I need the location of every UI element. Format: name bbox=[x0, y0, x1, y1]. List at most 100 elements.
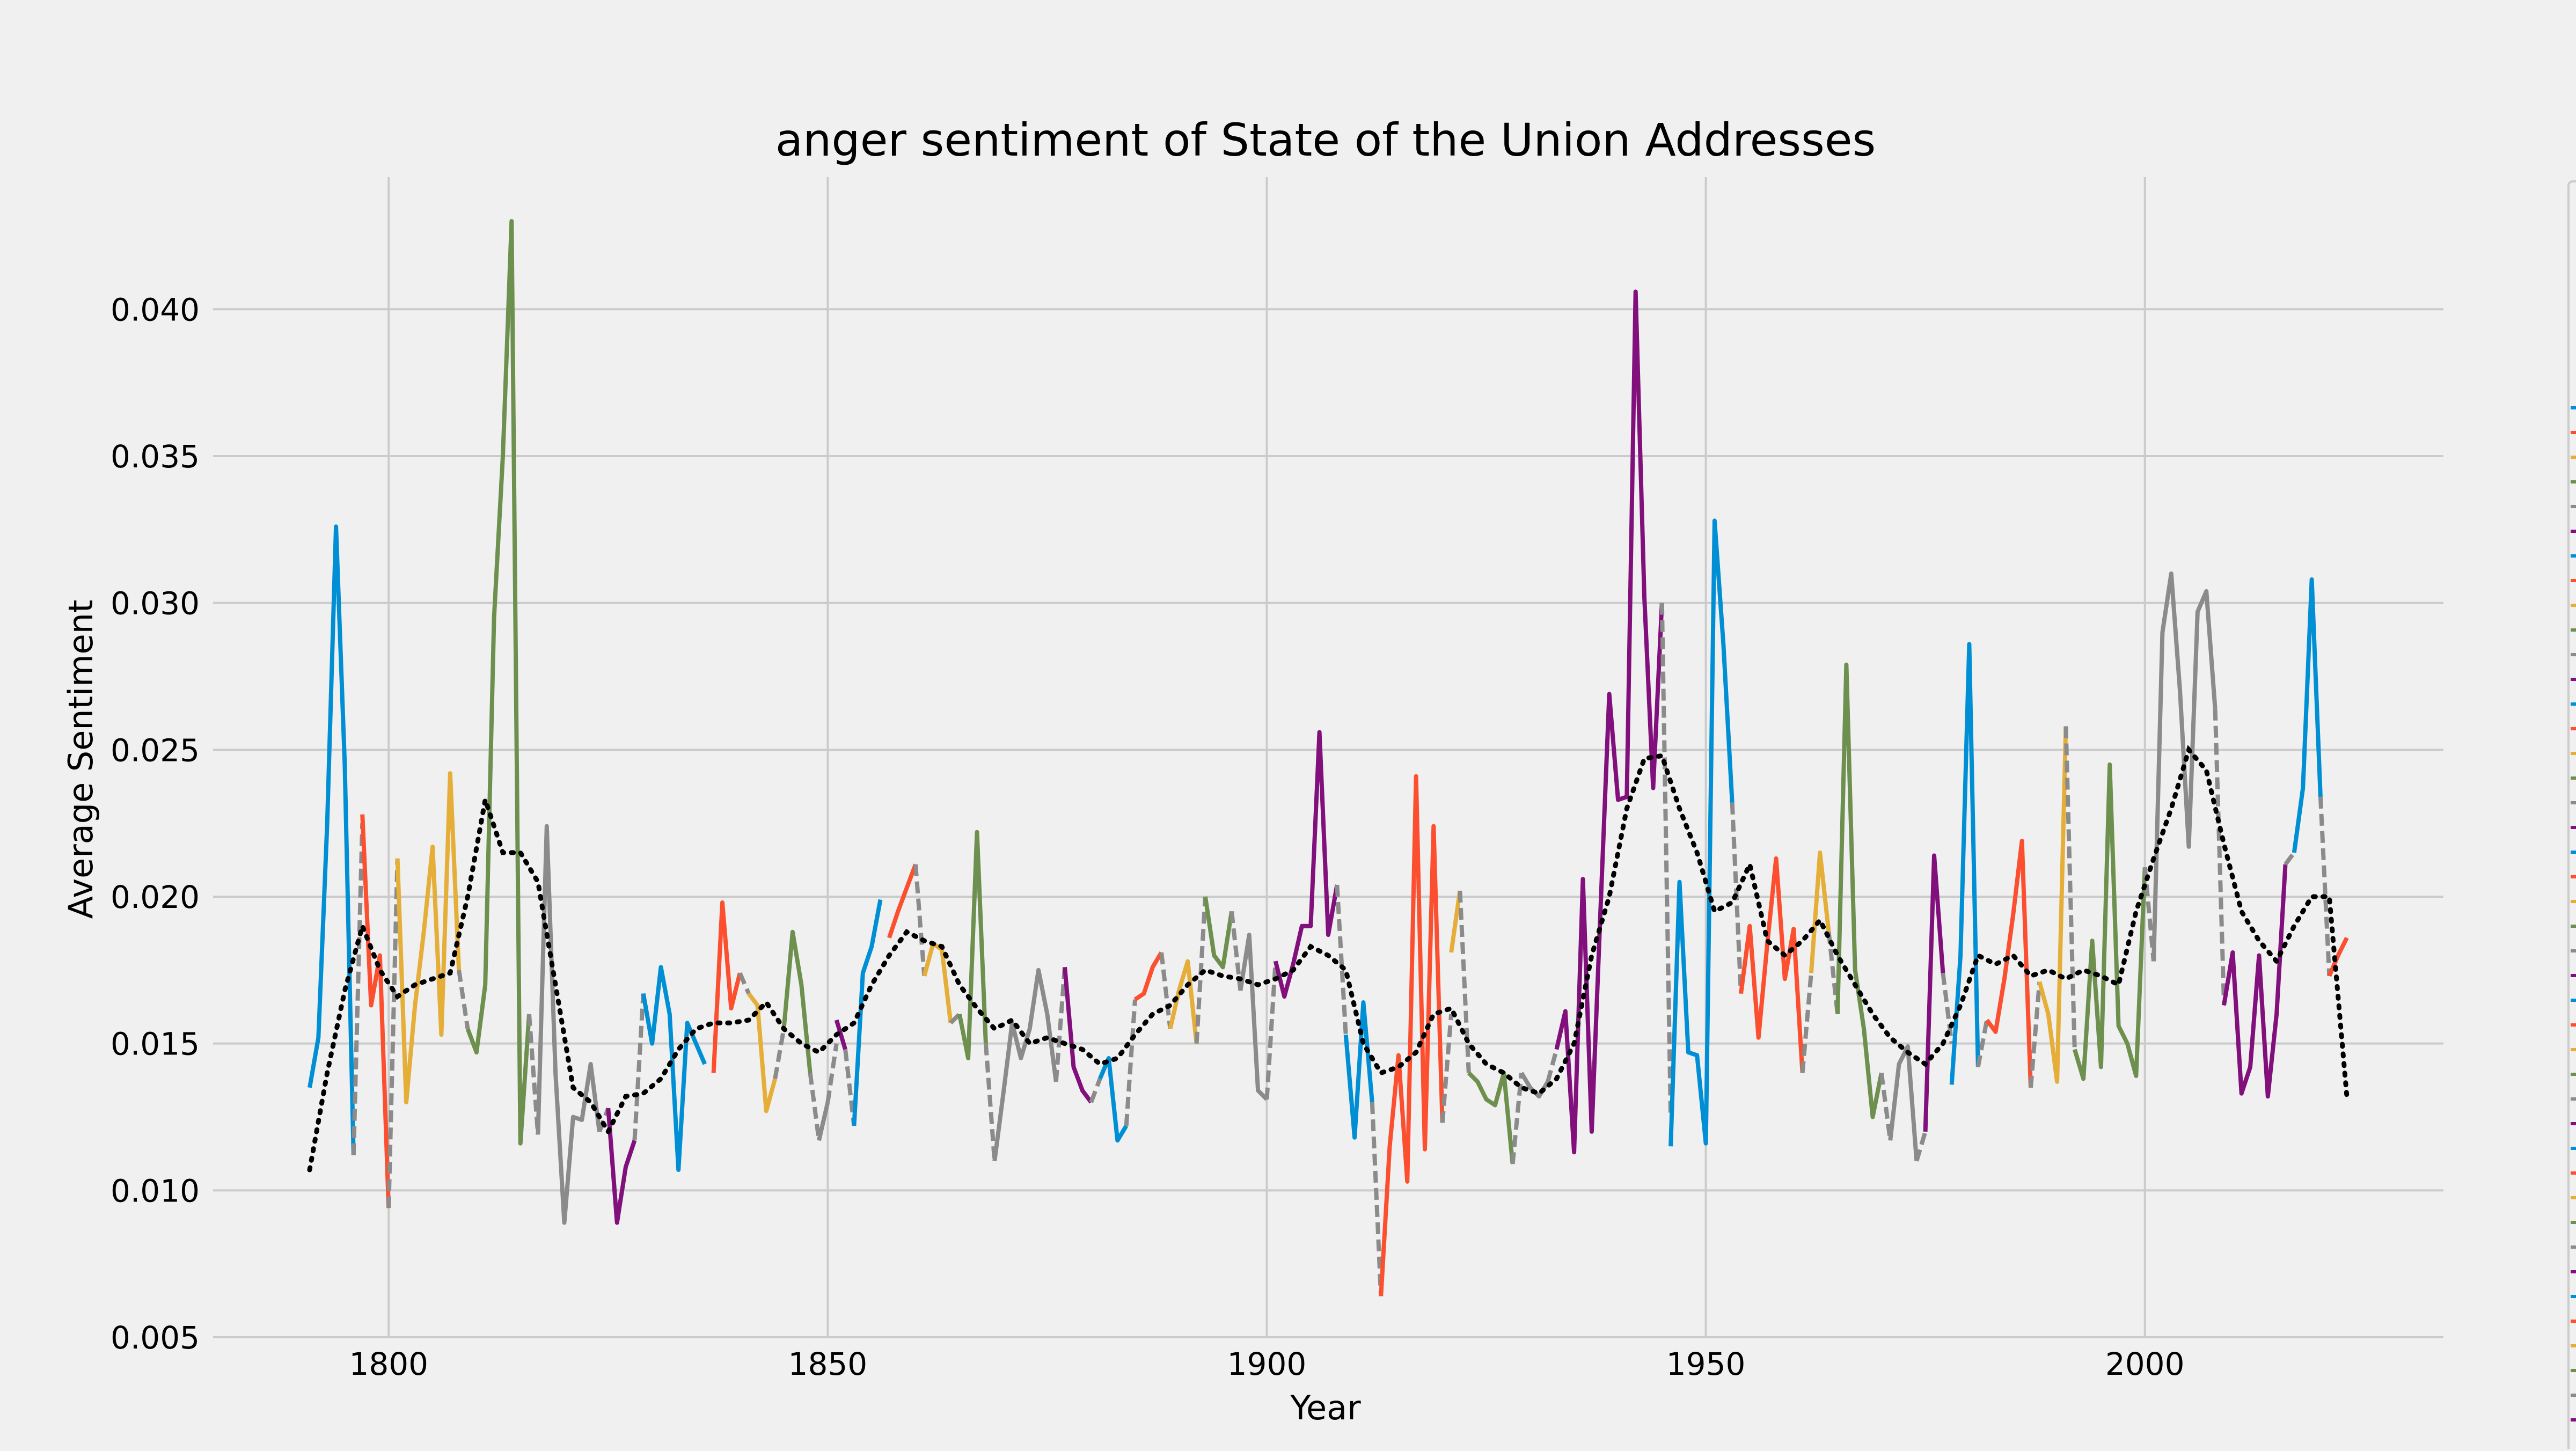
series-line-33 bbox=[1089, 1078, 1102, 1103]
series-line-81 bbox=[2284, 851, 2296, 866]
y-tick-label: 0.030 bbox=[111, 585, 200, 622]
series-line-43 bbox=[1264, 961, 1278, 1100]
series-line-47 bbox=[1370, 1102, 1384, 1296]
series-line-40 bbox=[1203, 896, 1234, 970]
series-line-41 bbox=[1230, 911, 1243, 991]
series-line-79 bbox=[2213, 708, 2226, 1000]
series-line-25 bbox=[913, 864, 927, 977]
rolling-average-group bbox=[307, 745, 2350, 1172]
x-tick-label: 1850 bbox=[788, 1346, 868, 1382]
series-line-44 bbox=[1273, 730, 1340, 999]
series-line-3 bbox=[386, 858, 400, 1208]
series-line-69 bbox=[1941, 972, 1954, 1044]
series-line-82 bbox=[2292, 577, 2323, 853]
series-line-42 bbox=[1238, 933, 1269, 1101]
legend-box bbox=[2567, 180, 2576, 1451]
y-tick-label: 0.010 bbox=[111, 1172, 200, 1209]
series-line-39 bbox=[1194, 896, 1208, 1044]
series-line-37 bbox=[1159, 952, 1173, 1029]
series-line-10 bbox=[606, 1108, 637, 1225]
series-line-29 bbox=[983, 1043, 997, 1161]
series-line-5 bbox=[457, 970, 470, 1029]
series-line-20 bbox=[825, 1043, 839, 1103]
series-line-83 bbox=[2318, 796, 2332, 976]
series-line-17 bbox=[781, 929, 813, 1073]
y-tick-label: 0.015 bbox=[111, 1026, 200, 1062]
series-line-14 bbox=[738, 972, 751, 995]
series-line-24 bbox=[887, 863, 918, 939]
y-tick-label: 0.020 bbox=[111, 879, 200, 915]
series-line-84 bbox=[2327, 936, 2349, 977]
y-tick-label: 0.040 bbox=[111, 291, 200, 328]
series-line-35 bbox=[1124, 999, 1137, 1126]
series-line-11 bbox=[632, 993, 646, 1141]
series-line-19 bbox=[817, 1102, 830, 1141]
series-line-58 bbox=[1668, 518, 1735, 1147]
series-line-26 bbox=[922, 941, 953, 1023]
rolling-average-line bbox=[307, 745, 2350, 1172]
series-line-65 bbox=[1879, 1072, 1893, 1141]
series-group bbox=[308, 219, 2349, 1296]
tick-labels: 0.005 0.010 0.015 0.020 0.025 0.030 0.035 0.040… bbox=[111, 291, 2185, 1382]
series-line-32 bbox=[1063, 966, 1093, 1104]
series-line-75 bbox=[2063, 726, 2077, 1050]
x-axis-label: Year bbox=[1290, 1388, 1361, 1427]
series-line-7 bbox=[527, 1014, 540, 1135]
series-line-6 bbox=[465, 219, 531, 1146]
series-line-62 bbox=[1809, 850, 1831, 973]
series-line-48 bbox=[1379, 774, 1445, 1296]
series-line-0 bbox=[308, 524, 356, 1155]
series-line-28 bbox=[957, 830, 988, 1060]
series-line-2 bbox=[360, 814, 391, 1208]
series-line-80 bbox=[2221, 864, 2288, 1099]
series-line-13 bbox=[711, 900, 742, 1073]
series-line-64 bbox=[1835, 662, 1884, 1119]
series-line-73 bbox=[2029, 981, 2042, 1088]
series-line-45 bbox=[1335, 884, 1348, 1035]
series-line-12 bbox=[641, 965, 707, 1172]
series-line-72 bbox=[1985, 839, 2033, 1088]
series-line-30 bbox=[992, 968, 1058, 1162]
series-line-60 bbox=[1739, 856, 1805, 1073]
series-line-66 bbox=[1888, 1044, 1919, 1161]
y-tick-label: 0.005 bbox=[111, 1320, 200, 1356]
series-line-76 bbox=[2072, 762, 2147, 1081]
series-line-71 bbox=[1975, 1020, 1989, 1068]
series-line-51 bbox=[1458, 890, 1471, 1073]
series-line-22 bbox=[843, 1049, 857, 1126]
series-line-55 bbox=[1546, 1049, 1559, 1082]
series-line-15 bbox=[747, 992, 778, 1113]
series-line-56 bbox=[1554, 289, 1664, 1155]
series-line-31 bbox=[1053, 966, 1067, 1082]
series-line-16 bbox=[773, 1028, 786, 1079]
x-tick-label: 2000 bbox=[2105, 1346, 2185, 1382]
series-line-8 bbox=[536, 824, 602, 1225]
series-line-49 bbox=[1440, 1014, 1454, 1123]
series-line-18 bbox=[808, 1072, 821, 1141]
series-line-4 bbox=[395, 771, 462, 1105]
y-axis-label: Average Sentiment bbox=[61, 600, 100, 919]
y-tick-label: 0.035 bbox=[111, 438, 200, 475]
series-line-1 bbox=[351, 823, 365, 1155]
series-line-36 bbox=[1133, 951, 1163, 1001]
series-line-23 bbox=[852, 899, 883, 1126]
legend-clipped bbox=[2567, 180, 2576, 1451]
chart-title: anger sentiment of State of the Union Ad… bbox=[775, 114, 1876, 166]
series-line-74 bbox=[2037, 726, 2068, 1084]
y-tick-label: 0.025 bbox=[111, 732, 200, 768]
series-line-53 bbox=[1510, 1073, 1524, 1164]
series-line-70 bbox=[1949, 642, 1980, 1085]
series-line-38 bbox=[1168, 959, 1199, 1044]
series-line-52 bbox=[1467, 1071, 1515, 1164]
x-tick-label: 1900 bbox=[1227, 1346, 1307, 1382]
series-line-67 bbox=[1914, 1131, 1928, 1162]
grid bbox=[213, 177, 2443, 1338]
series-line-34 bbox=[1097, 1056, 1129, 1143]
x-tick-label: 1950 bbox=[1666, 1346, 1746, 1382]
series-line-21 bbox=[834, 1019, 847, 1050]
x-tick-label: 1800 bbox=[349, 1346, 428, 1382]
series-line-68 bbox=[1923, 853, 1945, 1132]
